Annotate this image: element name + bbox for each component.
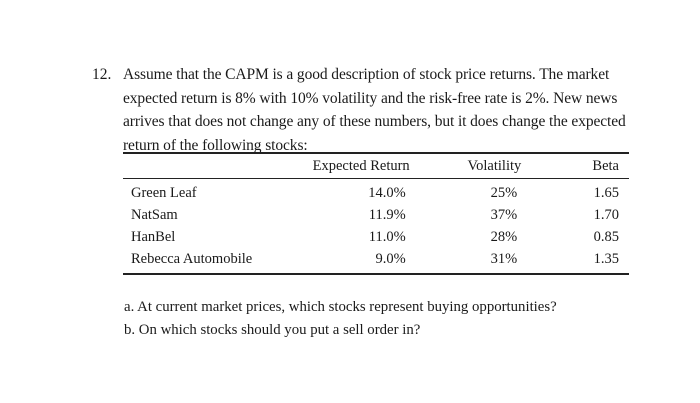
sub-questions: a. At current market prices, which stock… — [124, 296, 557, 342]
table-row: HanBel 11.0% 28% 0.85 — [123, 226, 629, 248]
beta-cell: 0.85 — [593, 228, 619, 245]
beta-cell: 1.70 — [593, 206, 619, 223]
header-expected-return: Expected Return — [312, 157, 410, 174]
stock-name: HanBel — [131, 228, 176, 245]
stock-name: Green Leaf — [131, 184, 197, 201]
volatility-cell: 37% — [490, 206, 518, 223]
table-row: Green Leaf 14.0% 25% 1.65 — [123, 179, 629, 205]
stock-table: Expected Return Volatility Beta Green Le… — [123, 152, 629, 275]
subquestion-b: b. On which stocks should you put a sell… — [124, 322, 421, 338]
question-line: Assume that the CAPM is a good descripti… — [123, 66, 610, 83]
beta-cell: 1.65 — [593, 184, 619, 201]
table-row: Rebecca Automobile 9.0% 31% 1.35 — [123, 248, 629, 274]
table-body: Green Leaf 14.0% 25% 1.65 NatSam 11.9% 3… — [123, 179, 629, 274]
expected-return-cell: 9.0% — [375, 250, 406, 267]
question-line: expected return is 8% with 10% volatilit… — [123, 89, 618, 107]
expected-return-cell: 11.9% — [368, 206, 406, 223]
volatility-cell: 31% — [490, 250, 518, 267]
volatility-cell: 28% — [490, 228, 518, 245]
expected-return-cell: 11.0% — [368, 228, 406, 245]
question-line: return of the following stocks: — [123, 136, 308, 154]
header-stock — [123, 153, 282, 179]
stock-name: NatSam — [131, 206, 178, 223]
question-number: 12. — [92, 66, 112, 83]
subquestion-a: a. At current market prices, which stock… — [124, 299, 557, 315]
table-row: NatSam 11.9% 37% 1.70 — [123, 204, 629, 226]
stock-name: Rebecca Automobile — [131, 250, 253, 267]
header-beta: Beta — [592, 157, 619, 174]
header-row: Expected Return Volatility Beta — [123, 153, 629, 179]
question-text: Assume that the CAPM is a good descripti… — [123, 63, 628, 157]
header-volatility: Volatility — [467, 157, 522, 174]
question-line: arrives that does not change any of thes… — [123, 113, 626, 130]
beta-cell: 1.35 — [593, 250, 619, 267]
expected-return-cell: 14.0% — [368, 184, 406, 201]
table-header: Expected Return Volatility Beta — [123, 153, 629, 179]
volatility-cell: 25% — [490, 184, 518, 201]
